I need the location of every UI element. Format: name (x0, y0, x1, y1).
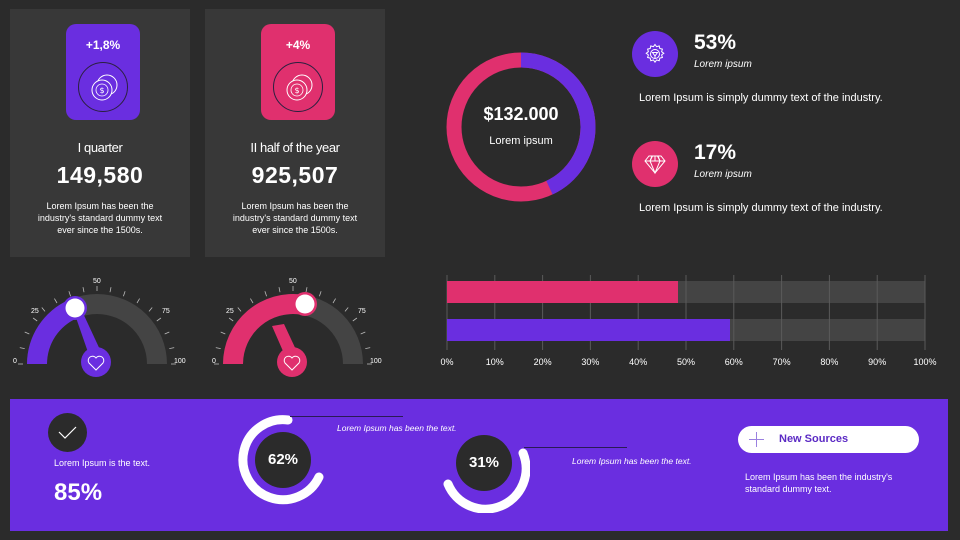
stat-value: 17% (694, 141, 737, 164)
gauge-tick-25: 25 (31, 308, 39, 315)
ring-value: 62% (255, 432, 311, 488)
axis-tick: 30% (581, 357, 600, 367)
diamond-icon (632, 141, 678, 187)
card-value: 149,580 (56, 162, 144, 188)
gauge-tick-100: 100 (174, 358, 186, 365)
card-description: Lorem Ipsum has been the industry's stan… (232, 201, 358, 235)
check-value: 85% (54, 479, 103, 506)
gauge-tick-50: 50 (289, 278, 297, 285)
ring-note: Lorem Ipsum has been the text. (337, 423, 457, 433)
coins-dollar-icon: $ (78, 62, 128, 112)
bar-purple (447, 319, 730, 341)
donut-amount: $132.000 (483, 104, 559, 124)
growth-badge: +1,8% $ (66, 24, 140, 120)
card-label: I quarter (77, 140, 123, 155)
check-icon (48, 413, 87, 452)
axis-tick: 10% (485, 357, 504, 367)
growth-percent: +1,8% (85, 38, 121, 52)
axis-tick: 0% (440, 357, 454, 367)
stat-description: Lorem Ipsum is simply dummy text of the … (639, 202, 883, 214)
progress-ring-62: 62% (236, 411, 328, 507)
gauge-tick-0: 0 (212, 358, 216, 365)
donut-label: Lorem ipsum (489, 135, 553, 147)
gauge-tick-25: 25 (226, 308, 234, 315)
growth-badge: +4% $ (261, 24, 335, 120)
stat-label: Lorem ipsum (694, 169, 752, 180)
svg-text:$: $ (99, 86, 104, 95)
stat-description: Lorem Ipsum is simply dummy text of the … (639, 92, 883, 104)
gauge-tick-100: 100 (370, 358, 382, 365)
bar-pink (447, 281, 678, 303)
growth-percent: +4% (285, 38, 311, 52)
progress-ring-31: 31% (438, 427, 530, 513)
heart-icon (283, 355, 301, 371)
ring-note: Lorem Ipsum has been the text. (572, 456, 692, 466)
card-label: II half of the year (250, 140, 340, 155)
axis-tick: 70% (772, 357, 791, 367)
svg-text:$: $ (294, 86, 299, 95)
gauge-chart-2: 0 25 50 75 100 (206, 276, 386, 380)
gauge-tick-75: 75 (358, 308, 366, 315)
stat-value: 53% (694, 31, 737, 54)
revenue-donut-chart: $132.000 Lorem ipsum (446, 52, 596, 202)
axis-tick: 90% (868, 357, 887, 367)
gauge-tick-75: 75 (162, 308, 170, 315)
axis-tick: 80% (820, 357, 839, 367)
check-text: Lorem Ipsum is the text. (54, 458, 151, 468)
plus-icon (748, 431, 765, 451)
axis-tick: 40% (629, 357, 648, 367)
heart-icon (87, 355, 105, 371)
new-sources-description: Lorem Ipsum has been the industry's stan… (745, 472, 893, 494)
horizontal-bar-chart: 0% 10% 20% 30% 40% 50% 60% 70% 80% 90% 1… (430, 270, 940, 380)
gauge-tick-0: 0 (13, 358, 17, 365)
axis-tick: 100% (913, 357, 937, 367)
card-description: Lorem Ipsum has been the industry's stan… (37, 201, 163, 235)
coins-dollar-icon: $ (273, 62, 323, 112)
summary-band: Lorem Ipsum is the text. 85% 62% Lorem I… (10, 399, 948, 531)
axis-tick: 60% (724, 357, 743, 367)
stat-label: Lorem ipsum (694, 59, 752, 70)
leader-line (524, 447, 627, 448)
stat-card-half-year: +4% $ II half of the year 925,507 Lorem … (205, 9, 385, 257)
axis-tick: 50% (676, 357, 696, 367)
card-value: 925,507 (251, 162, 339, 188)
new-sources-label: New Sources (779, 433, 849, 445)
new-sources-button[interactable]: New Sources (738, 426, 919, 453)
leader-line (290, 416, 403, 417)
ring-value: 31% (456, 435, 512, 491)
gear-icon (632, 31, 678, 77)
stat-card-quarter: +1,8% $ I quarter 149,580 Lorem Ipsum ha… (10, 9, 190, 257)
gauge-chart-1: 0 25 50 75 100 (10, 276, 190, 380)
donut-center: $132.000 Lorem ipsum (446, 52, 596, 202)
axis-tick: 20% (533, 357, 552, 367)
gauge-tick-50: 50 (93, 278, 101, 285)
